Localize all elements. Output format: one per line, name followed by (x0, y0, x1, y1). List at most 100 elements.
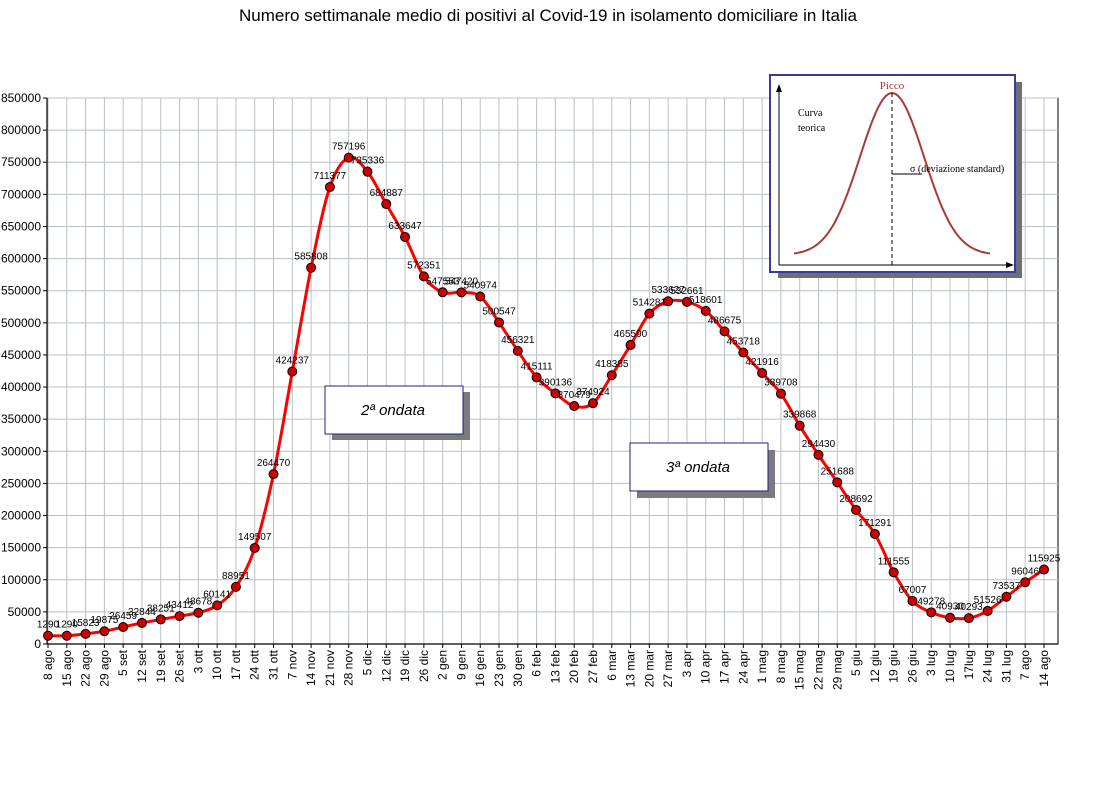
data-point (813, 449, 824, 460)
y-tick-label: 800000 (1, 123, 41, 137)
x-tick-label: 8 ago (41, 650, 55, 680)
annotation-3rd-wave: 3ª ondata (629, 442, 775, 498)
data-label: 418385 (595, 359, 629, 370)
x-tick-label: 12 set (135, 649, 149, 682)
data-point (681, 296, 692, 307)
data-label: 67007 (899, 585, 927, 596)
data-point (945, 612, 956, 623)
data-point (531, 372, 542, 383)
y-tick-label: 650000 (1, 219, 41, 233)
data-label: 19875 (90, 615, 118, 626)
data-point (625, 339, 636, 350)
data-point (926, 607, 937, 618)
x-tick-label: 20 mar (642, 650, 656, 687)
data-label: 96046 (1011, 566, 1039, 577)
x-tick-label: 19 dic (398, 650, 412, 682)
inset-curve-label-2: teorica (798, 123, 826, 134)
data-point (963, 613, 974, 624)
x-tick-label: 23 gen (492, 650, 506, 687)
data-label: 453718 (727, 337, 761, 348)
data-point (136, 617, 147, 628)
x-tick-label: 3 lug (924, 650, 938, 676)
y-tick-label: 550000 (1, 284, 41, 298)
data-label: 40930 (936, 602, 964, 613)
x-tick-label: 31 lug (999, 650, 1013, 683)
x-tick-label: 24 lug (981, 650, 995, 683)
data-label: 735336 (351, 156, 385, 167)
x-tick-label: 24 ott (248, 649, 262, 680)
inset-curve-label-1: Curva (798, 108, 823, 119)
data-label: 171291 (858, 518, 892, 529)
data-point (193, 607, 204, 618)
data-point (494, 317, 505, 328)
data-label: 389708 (764, 378, 798, 389)
x-tick-label: 17 ott (229, 649, 243, 680)
data-point (381, 199, 392, 210)
data-label: 540974 (464, 281, 498, 292)
x-tick-label: 13 feb (548, 650, 562, 684)
data-point (99, 626, 110, 637)
data-label: 149507 (238, 532, 272, 543)
data-label: 532661 (670, 286, 704, 297)
y-tick-label: 500000 (1, 316, 41, 330)
data-point (306, 262, 317, 273)
data-point (118, 622, 129, 633)
axes (43, 97, 1058, 648)
x-tick-label: 8 mag (774, 650, 788, 683)
data-label: 514281 (633, 298, 667, 309)
data-point (719, 326, 730, 337)
x-tick-label: 16 gen (473, 650, 487, 687)
data-label: 711377 (314, 171, 347, 182)
data-label: 1290 (37, 620, 60, 631)
data-point (1039, 564, 1049, 575)
data-label: 370479 (558, 390, 592, 401)
data-point (249, 542, 260, 553)
annotation-2nd-wave: 2ª ondata (324, 385, 470, 440)
x-tick-label: 2 gen (436, 650, 450, 680)
x-tick-label: 12 giu (868, 650, 882, 683)
data-label: 633647 (388, 221, 422, 232)
data-point (418, 271, 429, 282)
data-labels: 1290129015823198752645932844382514341248… (37, 142, 1061, 631)
x-tick-label: 20 feb (567, 650, 581, 684)
data-label: 547420 (445, 276, 479, 287)
data-label: 32844 (128, 607, 156, 618)
data-label: 757196 (332, 142, 366, 153)
inset-peak-label: Picco (880, 80, 905, 92)
data-label: 684887 (370, 188, 404, 199)
data-point (362, 166, 373, 177)
data-point (456, 287, 467, 298)
x-tick-label: 5 set (116, 649, 130, 676)
data-label: 38251 (147, 603, 175, 614)
data-label: 294430 (802, 439, 836, 450)
data-point (888, 567, 899, 578)
y-tick-label: 700000 (1, 187, 41, 201)
inset-sigma-label: σ (deviazione standard) (910, 164, 1004, 175)
data-point (982, 605, 993, 616)
data-label: 415111 (521, 361, 553, 372)
x-tick-label: 10 ott (210, 649, 224, 680)
x-tick-label: 10 apr (699, 650, 713, 684)
data-point (230, 581, 241, 592)
grid (47, 97, 1058, 644)
data-point (512, 345, 523, 356)
x-tick-label: 6 feb (530, 650, 544, 677)
annotation-2nd-wave-text: 2ª ondata (360, 402, 425, 419)
y-tick-label: 200000 (1, 509, 41, 523)
data-point (268, 469, 279, 480)
y-tick-label: 50000 (8, 605, 42, 619)
data-point (1001, 591, 1012, 602)
data-point (437, 287, 448, 298)
data-label: 48678 (184, 597, 212, 608)
data-label: 465590 (614, 329, 648, 340)
x-tick-label: 17lug (962, 650, 976, 679)
data-point (907, 595, 918, 606)
theoretical-curve-inset: Picco Curva teorica σ (deviazione standa… (769, 74, 1022, 278)
data-point (212, 600, 223, 611)
data-point (1020, 577, 1031, 588)
data-label: 88951 (222, 571, 250, 582)
x-tick-label: 27 mar (661, 650, 675, 687)
data-label: 585808 (294, 252, 328, 263)
x-tick-label: 19 giu (887, 650, 901, 683)
data-point (738, 347, 749, 358)
